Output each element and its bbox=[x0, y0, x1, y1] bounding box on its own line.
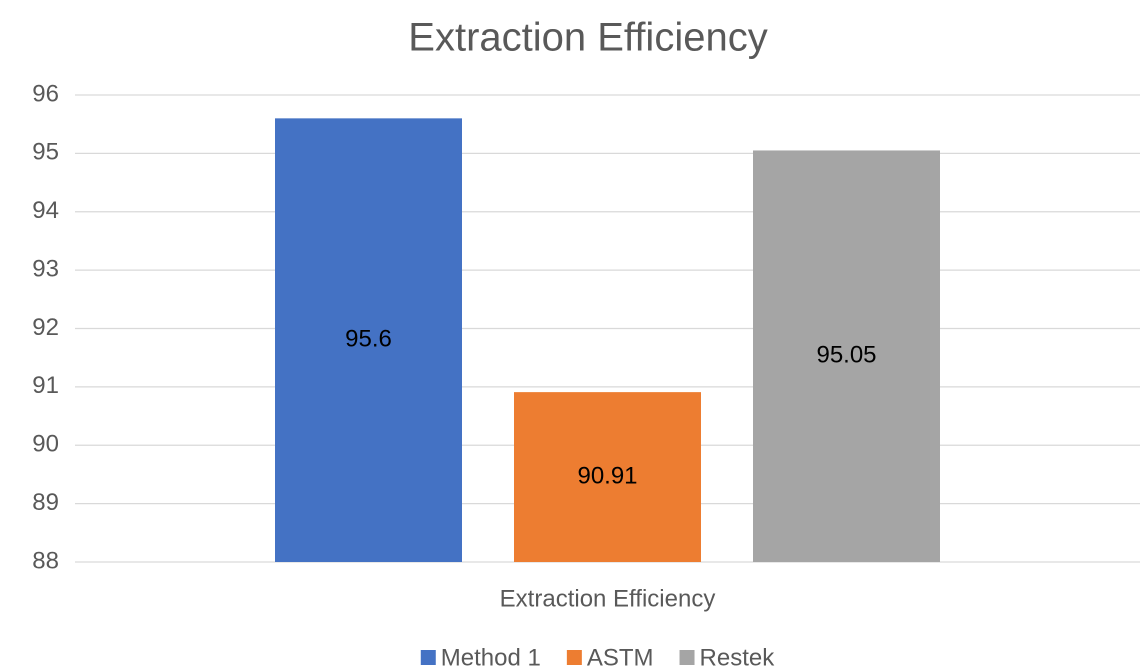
y-tick-label: 96 bbox=[32, 80, 59, 107]
data-label: 95.6 bbox=[345, 326, 392, 353]
chart-title: Extraction Efficiency bbox=[408, 16, 767, 60]
bar bbox=[275, 118, 462, 562]
y-tick-label: 93 bbox=[32, 255, 59, 282]
legend-label: ASTM bbox=[587, 644, 654, 671]
legend-swatch bbox=[420, 650, 436, 665]
y-tick-label: 92 bbox=[32, 314, 59, 341]
data-label: 95.05 bbox=[816, 342, 876, 369]
legend-swatch bbox=[566, 650, 582, 665]
y-tick-label: 94 bbox=[32, 197, 59, 224]
data-label: 90.91 bbox=[577, 462, 637, 489]
y-tick-label: 95 bbox=[32, 139, 59, 166]
y-tick-label: 90 bbox=[32, 431, 59, 458]
legend-label: Restek bbox=[700, 644, 776, 671]
legend-label: Method 1 bbox=[441, 644, 541, 671]
y-tick-label: 91 bbox=[32, 372, 59, 399]
y-tick-label: 89 bbox=[32, 489, 59, 516]
y-tick-label: 88 bbox=[32, 547, 59, 574]
bar bbox=[514, 392, 701, 562]
bar bbox=[753, 150, 940, 563]
x-tick-label: Extraction Efficiency bbox=[500, 585, 716, 612]
legend-swatch bbox=[679, 650, 695, 665]
